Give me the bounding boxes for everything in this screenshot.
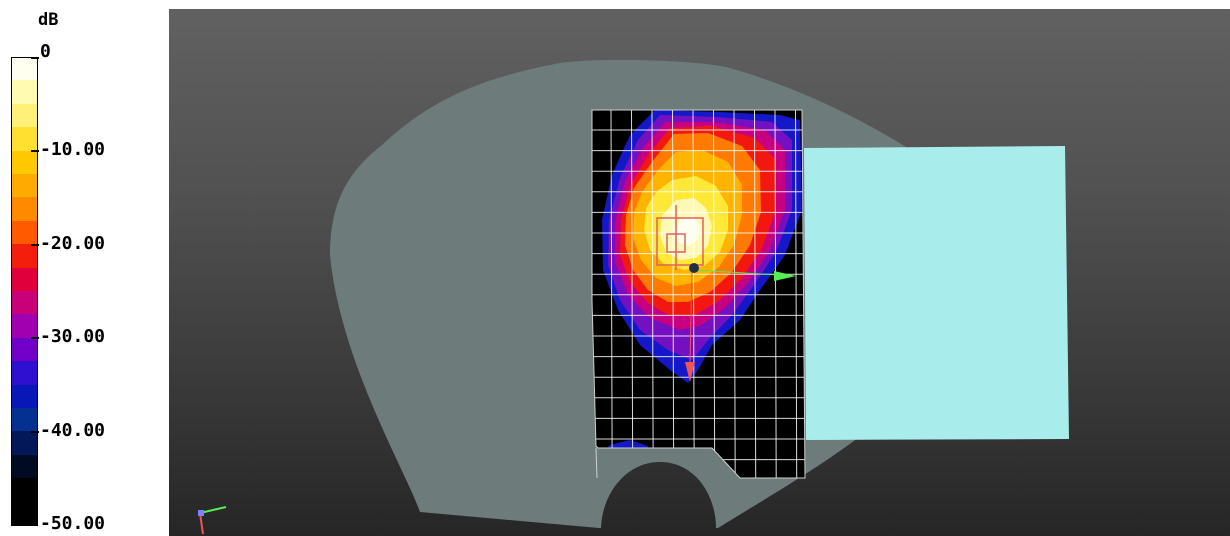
legend-unit-label: dB bbox=[38, 10, 59, 30]
x-axis-arrow-icon bbox=[774, 271, 796, 281]
legend-label-1: -10.00 bbox=[40, 139, 106, 160]
legend-band bbox=[11, 220, 37, 245]
y-axis-arrow-icon bbox=[685, 362, 695, 382]
y-axis-pointer-line bbox=[689, 269, 693, 363]
legend-label-4: -40.00 bbox=[40, 420, 106, 441]
legend-band bbox=[11, 478, 37, 503]
probe-origin-icon bbox=[689, 263, 699, 273]
legend-band bbox=[11, 291, 37, 315]
legend-band bbox=[11, 103, 37, 128]
legend-band bbox=[11, 361, 37, 386]
legend-band bbox=[11, 80, 37, 105]
legend-tick-3 bbox=[31, 337, 39, 339]
legend-band bbox=[11, 57, 37, 81]
legend-band bbox=[11, 127, 37, 152]
legend-tick-4 bbox=[31, 431, 39, 433]
legend-band bbox=[11, 174, 37, 198]
legend-color-bar bbox=[11, 57, 37, 526]
scene-canvas[interactable] bbox=[169, 9, 1230, 536]
scan-area bbox=[592, 110, 805, 478]
legend-band bbox=[11, 267, 37, 292]
legend-band bbox=[11, 337, 37, 362]
source-plane bbox=[804, 146, 1069, 440]
legend-band bbox=[11, 197, 37, 222]
legend-band bbox=[11, 501, 37, 526]
legend-label-0: 0 bbox=[40, 41, 51, 62]
legend-tick-0 bbox=[31, 57, 39, 59]
3d-viewport[interactable] bbox=[169, 9, 1230, 536]
legend-band bbox=[11, 314, 37, 339]
legend-band bbox=[11, 244, 37, 269]
legend-band bbox=[11, 384, 37, 409]
color-scale-legend: dB 0 -10.00 -20.00 -30.00 -40.00 -50.00 bbox=[0, 0, 165, 536]
legend-label-3: -30.00 bbox=[40, 326, 106, 347]
legend-band bbox=[11, 431, 37, 456]
legend-tick-2 bbox=[31, 244, 39, 246]
legend-label-2: -20.00 bbox=[40, 233, 106, 254]
x-axis-pointer-line bbox=[693, 269, 779, 276]
device-marker bbox=[656, 205, 704, 270]
measurement-grid bbox=[592, 110, 805, 478]
scan-edge-line bbox=[595, 447, 598, 479]
legend-band bbox=[11, 408, 37, 432]
legend-label-5: -50.00 bbox=[40, 513, 106, 534]
orientation-triad-icon bbox=[198, 506, 227, 535]
legend-band bbox=[11, 150, 37, 175]
legend-band bbox=[11, 454, 37, 479]
scan-area-outline bbox=[591, 109, 806, 479]
legend-tick-1 bbox=[31, 150, 39, 152]
